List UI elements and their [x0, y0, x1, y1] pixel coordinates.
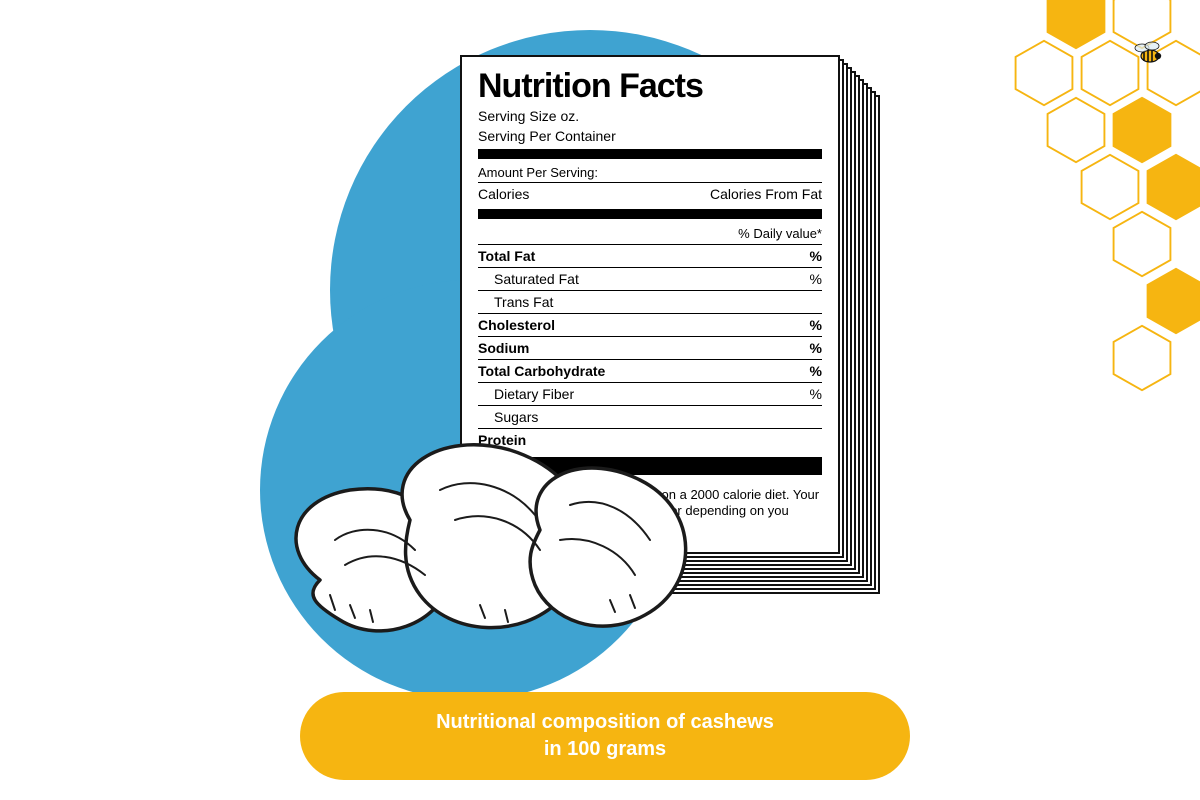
nutrient-row: Sodium%: [478, 337, 822, 359]
nutrient-dv: %: [810, 340, 822, 356]
nutrient-row: Total Carbohydrate%: [478, 360, 822, 382]
nutrient-label: Saturated Fat: [494, 271, 579, 287]
calories-row: Calories Calories From Fat: [478, 183, 822, 205]
nutrient-row: Cholesterol%: [478, 314, 822, 336]
nutrient-dv: %: [810, 248, 822, 264]
nutrient-dv: %: [810, 363, 822, 379]
amount-per-serving: Amount Per Serving:: [478, 163, 822, 182]
nutrient-row: Dietary Fiber%: [478, 383, 822, 405]
caption-line-1: Nutritional composition of cashews: [436, 709, 774, 736]
caption-pill: Nutritional composition of cashews in 10…: [300, 692, 910, 780]
nutrition-title: Nutrition Facts: [478, 67, 822, 106]
divider-thick: [478, 149, 822, 159]
hex-cell: [1106, 322, 1178, 394]
serving-size: Serving Size oz.: [478, 108, 822, 126]
nutrient-label: Total Carbohydrate: [478, 363, 605, 379]
calories-label: Calories: [478, 186, 529, 202]
nutrient-label: Trans Fat: [494, 294, 553, 310]
nutrient-row: Trans Fat: [478, 291, 822, 313]
daily-value-header: % Daily value*: [478, 223, 822, 244]
nutrient-row: Total Fat%: [478, 245, 822, 267]
calories-from-fat-label: Calories From Fat: [710, 186, 822, 202]
caption-line-2: in 100 grams: [436, 736, 774, 763]
nutrient-dv: %: [810, 271, 822, 287]
nutrient-label: Dietary Fiber: [494, 386, 574, 402]
divider-thick: [478, 209, 822, 219]
bee-icon: [1130, 40, 1164, 68]
nutrient-label: Total Fat: [478, 248, 535, 264]
serving-per-container: Serving Per Container: [478, 128, 822, 146]
nutrient-label: Sodium: [478, 340, 529, 356]
cashews-illustration: [260, 410, 720, 690]
nutrient-dv: %: [810, 317, 822, 333]
nutrient-dv: %: [810, 386, 822, 402]
nutrient-label: Cholesterol: [478, 317, 555, 333]
nutrient-row: Saturated Fat%: [478, 268, 822, 290]
